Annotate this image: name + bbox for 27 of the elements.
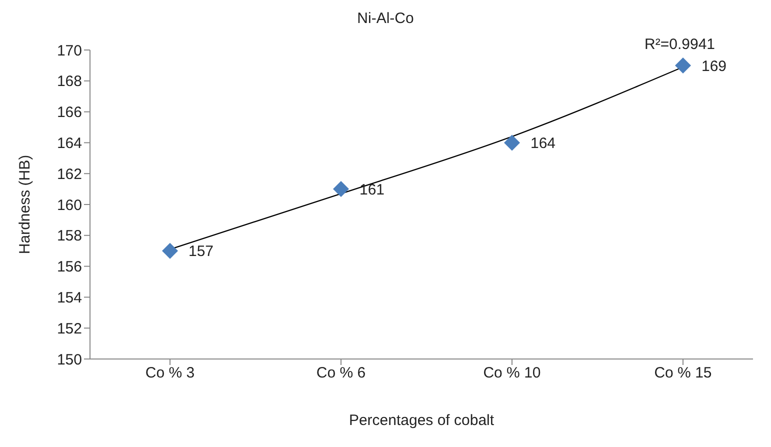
point: [504, 134, 520, 151]
x-tick-label: Co % 6: [316, 364, 366, 382]
y-tick-label: 162: [56, 166, 82, 183]
annotation: R²=0.9941: [644, 36, 715, 53]
y-tick-label: 168: [56, 73, 82, 90]
y-tick-label: 152: [56, 320, 82, 338]
chart-title: Ni-Al-Co: [356, 10, 415, 27]
data-label: 157: [188, 243, 214, 260]
point: [675, 57, 691, 74]
y-tick-label: 150: [56, 351, 82, 368]
y-axis-title: Hardness (HB): [16, 154, 34, 254]
data-label: 169: [702, 58, 727, 75]
y-tick-label: 164: [56, 135, 82, 152]
y-tick-label: 156: [56, 258, 82, 276]
x-tick-label: Co % 15: [654, 364, 712, 382]
data-label: 164: [530, 135, 556, 152]
y-tick-label: 154: [56, 290, 82, 307]
y-tick-label: 160: [56, 196, 82, 214]
x-axis-title: Percentages of cobalt: [348, 412, 495, 429]
point: [162, 242, 178, 259]
x-tick-label: Co % 10: [483, 364, 541, 382]
point: [333, 181, 349, 198]
y-tick-label: 158: [56, 228, 82, 245]
data-label: 161: [360, 181, 385, 198]
y-tick-label: 170: [56, 42, 82, 60]
x-tick-label: Co % 3: [145, 364, 195, 382]
y-tick-label: 166: [56, 104, 82, 122]
